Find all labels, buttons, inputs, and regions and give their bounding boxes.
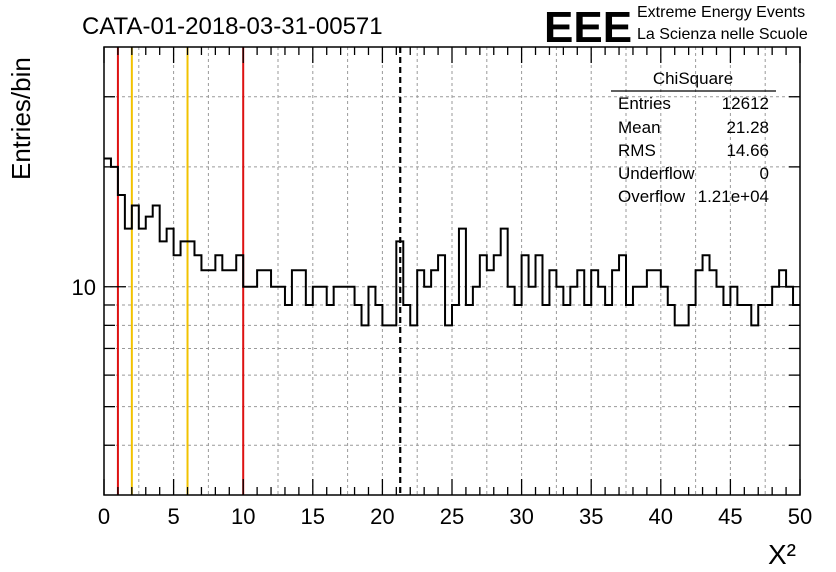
stat-value-mean: 21.28: [726, 118, 769, 137]
stat-value-rms: 14.66: [726, 141, 769, 160]
chart-title: CATA-01-2018-03-31-00571: [82, 13, 383, 40]
x-axis-label: X²: [768, 539, 796, 570]
x-tick-labels: 0 5 10 15 20 25 30 35 40 45 50: [98, 504, 812, 529]
x-tick-label: 5: [167, 504, 179, 529]
x-tick-label: 25: [440, 504, 464, 529]
x-tick-label: 10: [231, 504, 255, 529]
stat-value-overflow: 1.21e+04: [698, 187, 769, 206]
x-tick-label: 45: [718, 504, 742, 529]
x-tick-label: 30: [509, 504, 533, 529]
x-tick-label: 0: [98, 504, 110, 529]
x-tick-label: 40: [649, 504, 673, 529]
x-tick-label: 50: [788, 504, 812, 529]
stat-label-overflow: Overflow: [618, 187, 686, 206]
stat-value-entries: 12612: [722, 94, 769, 113]
eee-logo: EEE: [544, 3, 632, 52]
stats-rows: Entries 12612 Mean 21.28 RMS 14.66 Under…: [618, 94, 769, 206]
y-tick-labels: 10: [72, 275, 96, 300]
axis-ticks: [103, 47, 801, 495]
logo-subtitle-1: Extreme Energy Events: [637, 4, 805, 21]
stat-value-underflow: 0: [760, 164, 769, 183]
stats-title: ChiSquare: [653, 69, 733, 88]
stat-label-underflow: Underflow: [618, 164, 695, 183]
x-tick-label: 20: [370, 504, 394, 529]
stats-box: ChiSquare Entries 12612 Mean 21.28 RMS 1…: [611, 69, 776, 206]
y-tick-label: 10: [72, 275, 96, 300]
logo-subtitle-2: La Scienza nelle Scuole: [637, 26, 808, 43]
stat-label-rms: RMS: [618, 141, 656, 160]
x-tick-label: 35: [579, 504, 603, 529]
y-axis-label: Entries/bin: [6, 57, 36, 180]
x-tick-label: 15: [301, 504, 325, 529]
histogram-line: [104, 157, 800, 327]
stat-label-mean: Mean: [618, 118, 661, 137]
stat-label-entries: Entries: [618, 94, 671, 113]
